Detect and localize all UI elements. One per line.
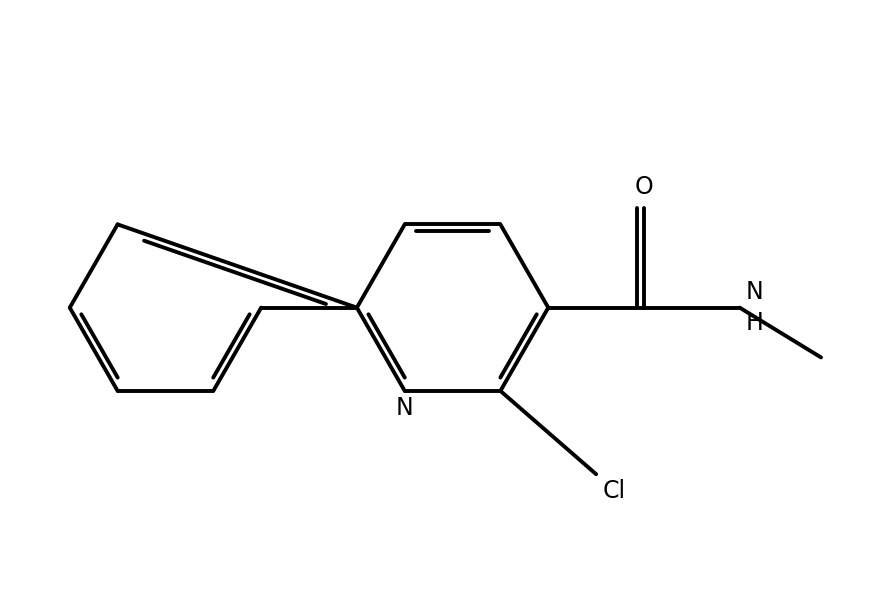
Text: Cl: Cl bbox=[602, 479, 626, 503]
Text: H: H bbox=[745, 311, 763, 335]
Text: N: N bbox=[745, 280, 763, 304]
Text: O: O bbox=[634, 175, 653, 199]
Text: N: N bbox=[396, 396, 414, 420]
